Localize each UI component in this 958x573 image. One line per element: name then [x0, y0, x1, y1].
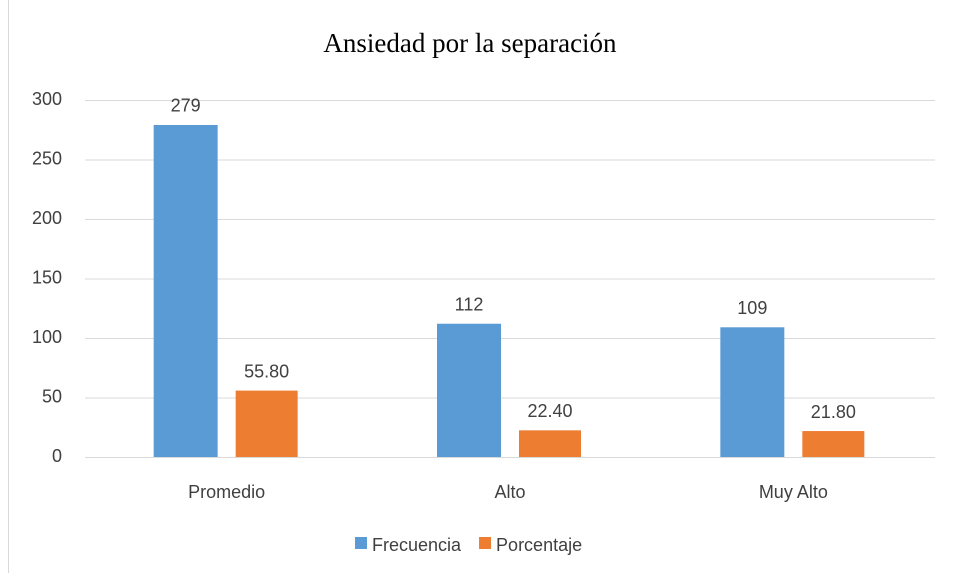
- data-label: 22.40: [527, 401, 572, 421]
- legend-label: Porcentaje: [496, 535, 582, 555]
- data-label: 21.80: [811, 402, 856, 422]
- bar: [720, 327, 785, 457]
- y-tick-label: 0: [52, 446, 62, 466]
- bar: [519, 430, 581, 457]
- bar: [153, 124, 218, 458]
- bar: [802, 431, 865, 457]
- y-tick-label: 250: [32, 148, 62, 168]
- y-tick-label: 150: [32, 267, 62, 287]
- x-tick-label: Promedio: [188, 482, 265, 502]
- data-label: 55.80: [244, 361, 289, 381]
- bar: [437, 323, 501, 457]
- data-label: 109: [737, 298, 767, 318]
- legend-swatch: [479, 537, 492, 549]
- y-tick-label: 300: [32, 89, 62, 109]
- chart-title: Ansiedad por la separación: [323, 28, 617, 58]
- x-tick-label: Muy Alto: [759, 482, 828, 502]
- x-tick-label: Alto: [494, 482, 525, 502]
- y-tick-label: 200: [32, 208, 62, 228]
- data-label: 112: [455, 294, 484, 314]
- y-tick-label: 50: [42, 386, 62, 406]
- bar: [235, 390, 298, 457]
- legend-label: Frecuencia: [372, 535, 462, 555]
- data-label: 279: [171, 96, 201, 116]
- y-tick-label: 100: [32, 327, 62, 347]
- legend-swatch: [355, 537, 367, 549]
